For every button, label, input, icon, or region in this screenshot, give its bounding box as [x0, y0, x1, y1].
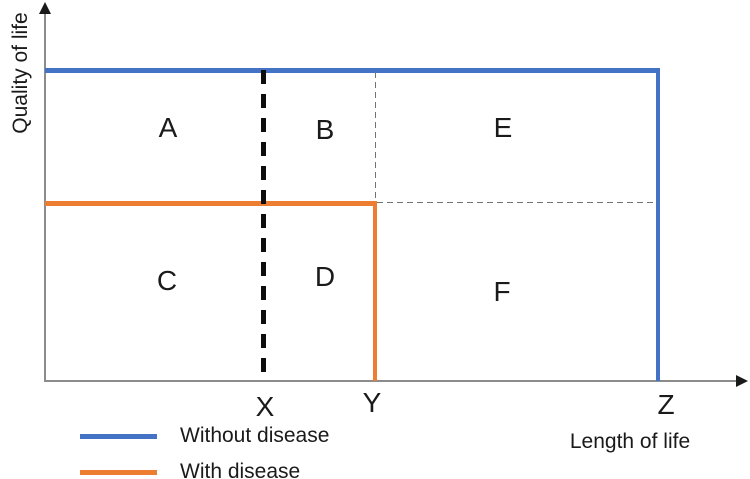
with-disease-line-horizontal	[45, 201, 377, 206]
without-disease-line-vertical	[655, 68, 660, 381]
x-axis-arrow-icon	[736, 374, 748, 387]
reference-line-y-thin-dashed-vertical	[374, 72, 376, 202]
region-label-b: B	[315, 114, 335, 145]
x-axis-line	[44, 380, 738, 382]
with-disease-line-vertical	[372, 201, 377, 381]
region-label-d: D	[314, 261, 336, 292]
y-axis-title: Quality of life	[9, 12, 32, 134]
region-label-c: C	[156, 265, 178, 296]
x-axis-title: Length of life	[569, 430, 691, 453]
tick-label-y: Y	[362, 387, 382, 418]
y-axis-arrow-icon	[38, 2, 51, 14]
legend-label-with-disease: With disease	[180, 460, 301, 479]
reference-line-x-bold-dashed	[261, 70, 266, 381]
region-label-a: A	[158, 112, 178, 143]
without-disease-line-horizontal	[45, 68, 660, 73]
legend-swatch-without-disease	[80, 434, 157, 439]
region-label-e: E	[493, 112, 513, 143]
reference-line-quality-thin-dashed-horizontal	[377, 202, 658, 204]
region-label-f: F	[493, 276, 511, 307]
legend-swatch-with-disease	[80, 470, 157, 475]
tick-label-x: X	[255, 391, 275, 422]
y-axis-line	[44, 12, 46, 381]
tick-label-z: Z	[657, 389, 675, 420]
legend-label-without-disease: Without disease	[180, 424, 330, 447]
